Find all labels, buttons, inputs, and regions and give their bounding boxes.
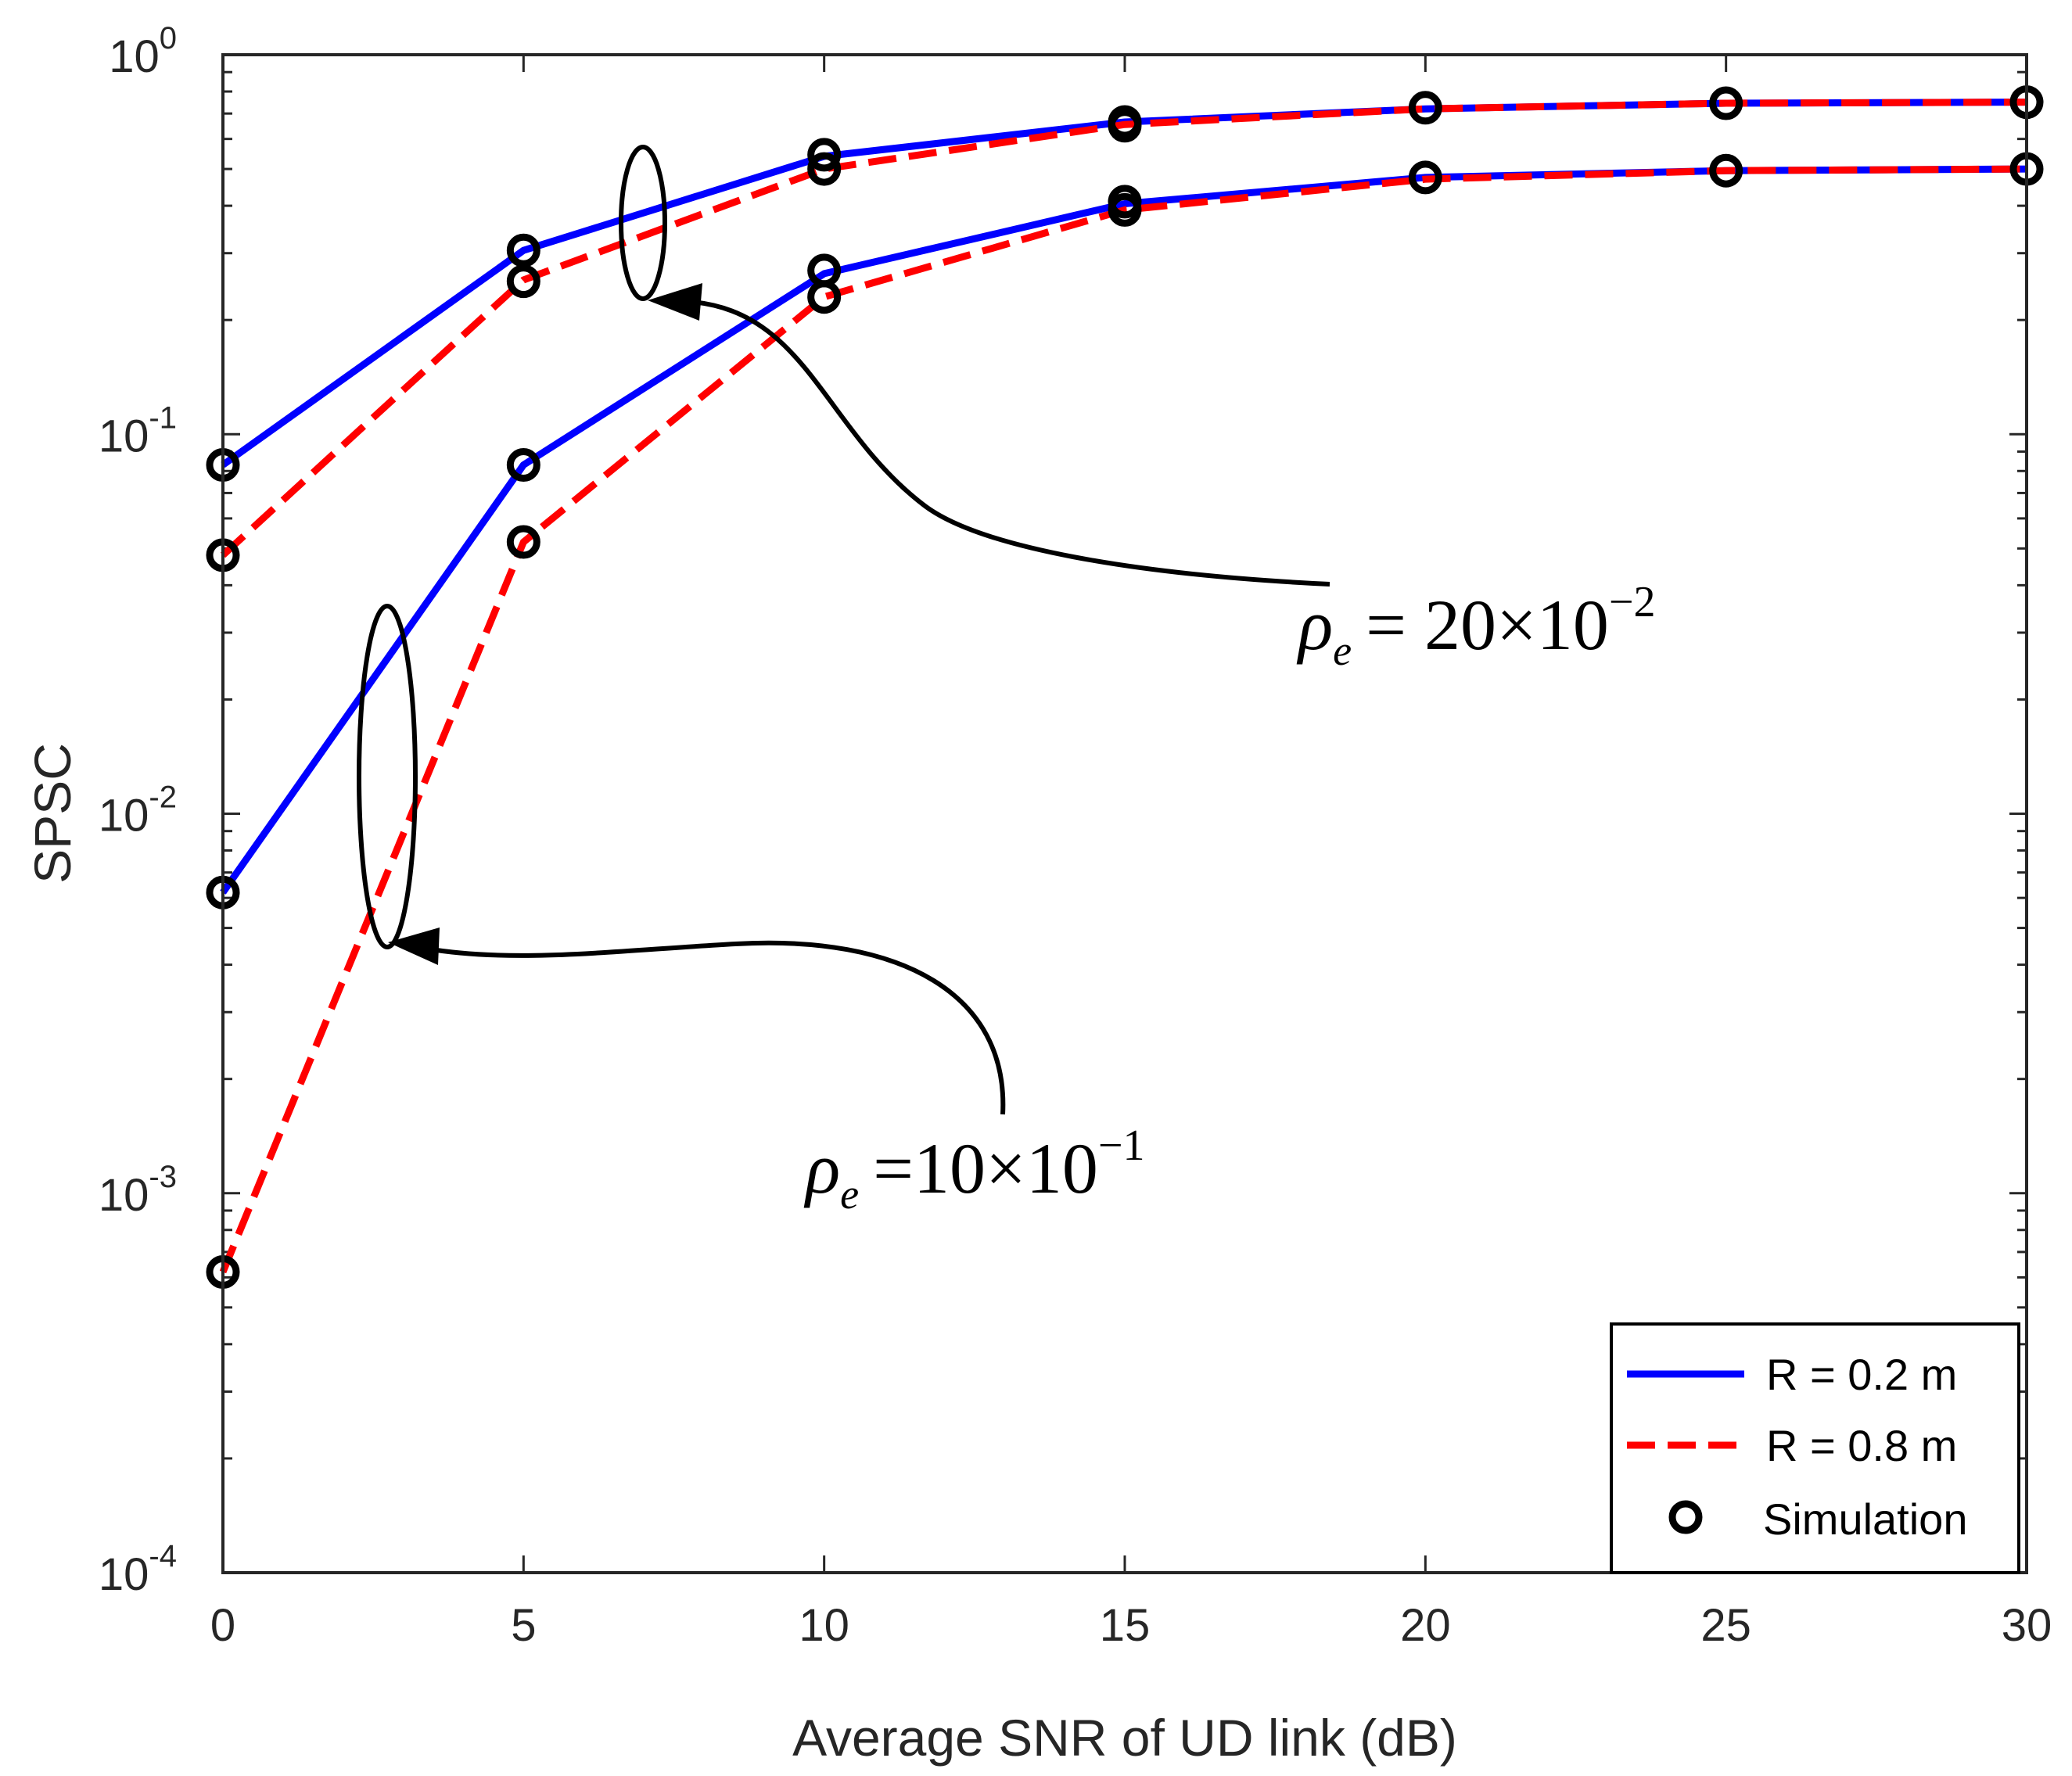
plot-area-frame [221, 53, 2028, 1574]
annotation-group-lower [357, 604, 1006, 1115]
simulation-marker [807, 138, 842, 172]
simulation-marker [1108, 192, 1142, 227]
annotation-ellipse-upper [619, 145, 667, 301]
simulation-markers [206, 85, 2044, 1289]
legend-label-r02: R = 0.2 m [1766, 1350, 1957, 1399]
legend: R = 0.2 m R = 0.8 m Simulation [1610, 1322, 2020, 1574]
simulation-marker [1408, 91, 1442, 125]
series-line-r08-3 [219, 165, 2027, 1274]
annotation-label-lower: ρe =10×10−1 [803, 1121, 1145, 1218]
annotation-label-upper: ρe = 20×10−2 [1296, 578, 1656, 674]
y-tick-label: 10-4 [99, 1539, 177, 1600]
x-tick-label: 5 [511, 1600, 536, 1651]
y-axis-title: SPSC [23, 743, 81, 884]
series-line-r08-1 [220, 99, 2027, 558]
annotation-lower-symbol: ρ [803, 1128, 840, 1208]
annotation-upper-exponent: −2 [1609, 578, 1656, 626]
x-tick-label: 20 [1400, 1600, 1451, 1651]
annotation-lower-subscript: e [840, 1171, 859, 1218]
x-tick-label: 0 [210, 1600, 235, 1651]
y-tick-label: 10-1 [99, 400, 177, 461]
arrowhead-upper [648, 283, 702, 321]
y-tick-label: 10-2 [99, 780, 177, 841]
simulation-marker [807, 152, 842, 186]
simulation-marker [807, 280, 842, 314]
annotation-lower-text: =10×10 [873, 1128, 1098, 1208]
x-tick-label: 30 [2002, 1600, 2052, 1651]
simulation-marker [506, 233, 540, 267]
x-tick-label: 25 [1700, 1600, 1751, 1651]
simulation-marker [506, 264, 540, 299]
annotation-upper-subscript: e [1333, 627, 1352, 674]
x-axis-title: Average SNR of UD link (dB) [792, 1709, 1457, 1767]
simulation-marker [1709, 86, 1743, 120]
annotation-arrow-lower [426, 940, 1006, 1115]
y-tick-label: 100 [109, 21, 177, 82]
legend-label-r08: R = 0.8 m [1766, 1421, 1957, 1470]
simulation-marker [1408, 160, 1442, 195]
legend-label-simulation: Simulation [1763, 1494, 1967, 1544]
annotation-ellipse-lower [357, 604, 418, 949]
annotation-upper-symbol: ρ [1296, 585, 1333, 665]
x-tick-label: 10 [799, 1600, 849, 1651]
tick-labels: 0 5 10 15 20 25 30 100 10-1 10-2 10-3 10-4 [99, 21, 2052, 1651]
simulation-marker [1709, 153, 1743, 188]
annotation-upper-text: = 20×10 [1366, 585, 1609, 665]
arrowhead-lower [388, 927, 440, 965]
annotation-arrow-upper [680, 299, 1330, 587]
simulation-marker [506, 525, 540, 559]
simulation-marker [1108, 109, 1142, 143]
legend-swatch-marker [1668, 1500, 1703, 1534]
y-tick-label: 10-3 [99, 1160, 177, 1221]
annotation-group-upper [619, 145, 1330, 587]
series-lines [219, 99, 2027, 1274]
simulation-marker [506, 448, 540, 483]
annotation-lower-exponent: −1 [1098, 1121, 1145, 1170]
x-tick-label: 15 [1100, 1600, 1151, 1651]
